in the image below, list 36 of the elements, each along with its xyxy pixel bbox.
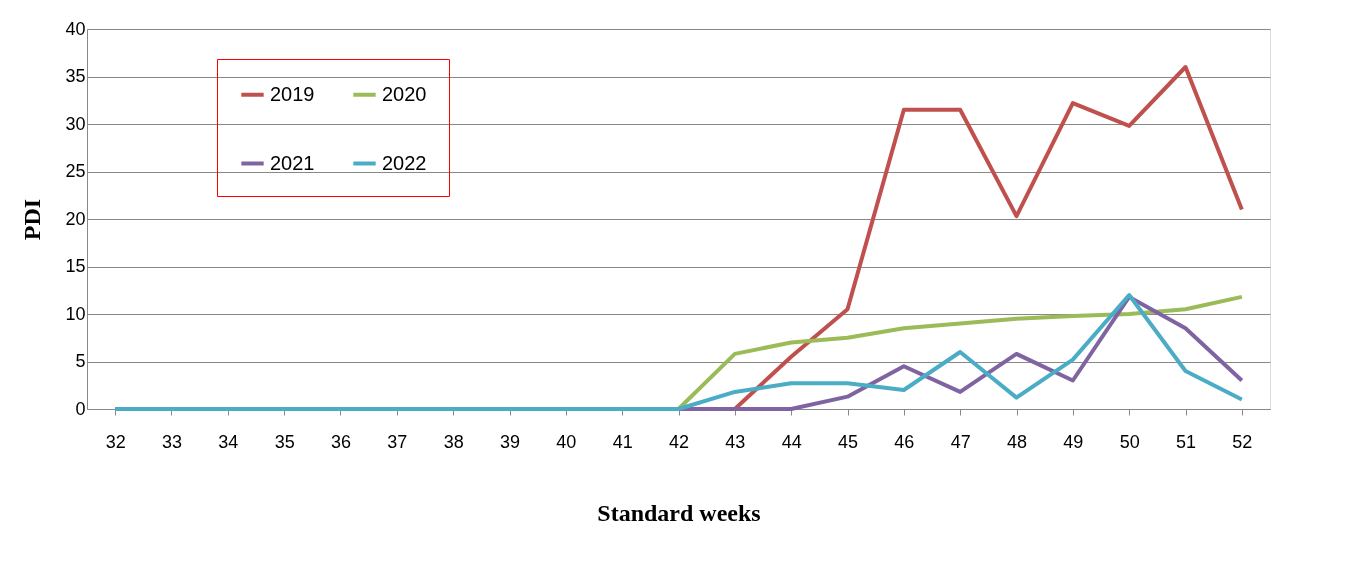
x-tick-label: 38 [443,431,464,452]
y-tick-label: 30 [65,113,86,134]
y-tick-label: 40 [65,18,86,39]
x-tick-label: 37 [387,431,408,452]
x-tick-label: 32 [105,431,126,452]
y-tick-label: 10 [65,303,86,324]
x-tick-label: 42 [668,431,690,452]
x-tick-label: 45 [837,431,859,452]
x-tick-label: 52 [1232,431,1253,452]
y-tick-label: 35 [65,66,86,86]
x-tick-label: 43 [725,431,746,452]
y-tick-label: 25 [65,161,86,181]
x-tick-label: 33 [161,431,183,452]
y-tick-label: 0 [75,398,86,419]
y-axis-title: PDI [19,198,46,241]
y-tick-label: 5 [75,351,86,371]
legend-label: 2020 [382,82,427,105]
x-tick-label: 48 [1006,431,1028,452]
x-tick-label: 51 [1175,431,1197,452]
legend-label: 2019 [270,82,315,105]
x-tick-label: 41 [612,431,633,452]
x-tick-label: 35 [274,431,295,452]
x-axis-title: Standard weeks [597,499,761,526]
x-tick-label: 34 [218,431,239,452]
x-tick-label: 50 [1119,431,1140,452]
legend-label: 2022 [382,151,427,174]
legend-label: 2021 [270,151,315,174]
y-tick-label: 15 [65,256,86,276]
x-tick-label: 39 [499,431,521,452]
x-tick-label: 47 [950,431,971,452]
x-tick-label: 46 [894,431,915,452]
x-tick-label: 49 [1063,431,1084,452]
x-tick-label: 44 [781,431,802,452]
x-tick-label: 40 [556,431,577,452]
x-tick-label: 36 [330,431,352,452]
y-tick-label: 20 [65,208,86,229]
